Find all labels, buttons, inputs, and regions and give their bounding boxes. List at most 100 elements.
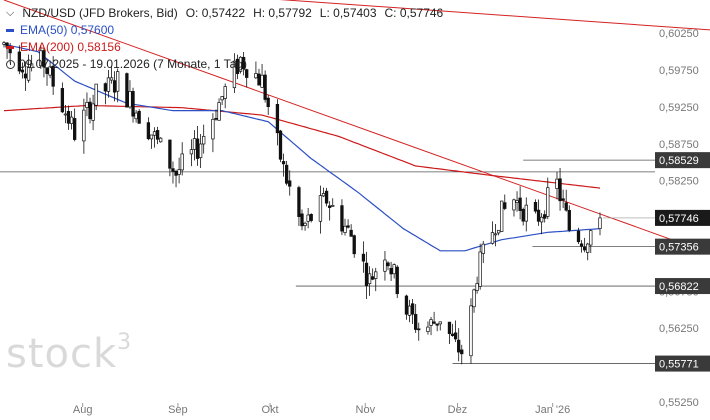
- candle-body: [503, 202, 507, 209]
- candle-body: [472, 289, 476, 308]
- candle-body: [232, 60, 237, 89]
- candle-body: [386, 262, 390, 267]
- candle-body: [555, 178, 559, 189]
- candle-body: [321, 193, 326, 197]
- candle-body: [576, 230, 581, 243]
- candle-body: [116, 71, 120, 92]
- candle-body: [23, 73, 28, 79]
- candle-body: [349, 229, 353, 237]
- candle-body: [582, 246, 587, 251]
- level-label-bg: [655, 278, 710, 295]
- ema50-legend: EMA(50) 0,57600: [6, 22, 451, 39]
- candlesticks: [2, 41, 602, 365]
- candle-body: [245, 69, 249, 78]
- candle-body: [257, 73, 261, 86]
- collapse-chevron-icon[interactable]: ⌵: [6, 7, 15, 19]
- candle-body: [306, 214, 310, 222]
- candle-body: [346, 225, 350, 228]
- candle-body: [177, 169, 181, 175]
- candle-body: [340, 205, 344, 232]
- ema200-value: 0,58156: [77, 40, 121, 54]
- candle-body: [343, 225, 347, 233]
- candle-body: [546, 187, 550, 217]
- candle-body: [496, 229, 501, 234]
- trendline: [3, 0, 601, 215]
- candle-body: [235, 58, 240, 74]
- candle-body: [586, 243, 590, 253]
- candle-body: [539, 216, 544, 223]
- candle-body: [211, 118, 215, 140]
- candle-body: [275, 103, 280, 134]
- chart-legend: ⌵ NZD/USD (JFD Brokers, Bid) O: 0,57422 …: [6, 5, 451, 73]
- candle-body: [152, 131, 157, 136]
- candle-body: [407, 305, 412, 316]
- level-label-bg: [655, 152, 710, 169]
- candle-body: [134, 112, 138, 120]
- y-tick-label: 0,59250: [659, 102, 699, 114]
- candle-body: [364, 262, 369, 287]
- candle-body: [447, 321, 452, 334]
- x-axis: Aug Sep Okt Nov Dez Jan '26: [73, 403, 570, 416]
- candle-body: [361, 253, 366, 262]
- low-value: L: 0,57403: [319, 6, 377, 20]
- open-value: O: 0,57422: [185, 6, 246, 20]
- candle-body: [284, 164, 289, 184]
- ema50-swatch: [6, 29, 14, 32]
- candle-body: [395, 266, 399, 295]
- candle-body: [438, 321, 442, 325]
- candle-body: [149, 134, 154, 140]
- candle-body: [217, 102, 221, 121]
- y-tick-label: 0,60250: [659, 28, 699, 40]
- candle-body: [515, 200, 519, 203]
- candle-body: [567, 210, 571, 231]
- candle-body: [303, 222, 307, 226]
- x-tick-label: Sep: [168, 404, 188, 416]
- candle-body: [63, 113, 68, 116]
- candle-body: [192, 138, 197, 150]
- candle-body: [238, 56, 243, 72]
- candle-body: [543, 214, 547, 219]
- candle-body: [318, 195, 323, 222]
- candle-body: [426, 326, 430, 332]
- candle-body: [20, 69, 25, 73]
- logo-text: stock: [6, 331, 118, 377]
- candle-body: [112, 80, 117, 93]
- candle-body: [155, 130, 160, 140]
- candle-body: [103, 83, 108, 92]
- candle-body: [131, 91, 135, 117]
- candle-body: [69, 116, 74, 124]
- level-label: 0,56822: [659, 281, 699, 293]
- candle-body: [512, 199, 516, 211]
- ema200-swatch: [6, 46, 14, 49]
- candle-body: [327, 205, 332, 208]
- candle-body: [73, 118, 77, 140]
- candle-body: [48, 66, 52, 76]
- candle-body: [174, 170, 178, 176]
- range-row: 09.07.2025 - 19.01.2026 (7 Monate, 1 Tag…: [6, 56, 451, 73]
- candle-body: [266, 97, 270, 107]
- candle-body: [478, 251, 482, 287]
- candle-body: [533, 202, 538, 212]
- candle-body: [195, 138, 200, 159]
- stock3-logo: stock3: [6, 330, 132, 377]
- candle-body: [281, 161, 286, 165]
- candle-body: [51, 65, 55, 87]
- x-tick-label: Aug: [73, 404, 93, 416]
- candle-body: [60, 88, 65, 113]
- level-label: 0,55771: [659, 359, 699, 371]
- candle-body: [579, 243, 584, 247]
- candle-body: [94, 83, 98, 106]
- ohlc-row: ⌵ NZD/USD (JFD Brokers, Bid) O: 0,57422 …: [6, 5, 451, 22]
- candle-body: [109, 77, 114, 81]
- candle-body: [564, 202, 568, 211]
- candle-body: [214, 118, 218, 120]
- candle-body: [106, 77, 111, 92]
- candle-body: [300, 213, 304, 227]
- candle-body: [383, 259, 387, 272]
- candle-body: [367, 273, 372, 285]
- candle-body: [180, 153, 184, 171]
- candle-body: [453, 332, 458, 340]
- candle-body: [288, 180, 292, 187]
- candle-body: [404, 295, 409, 315]
- candle-body: [429, 319, 433, 326]
